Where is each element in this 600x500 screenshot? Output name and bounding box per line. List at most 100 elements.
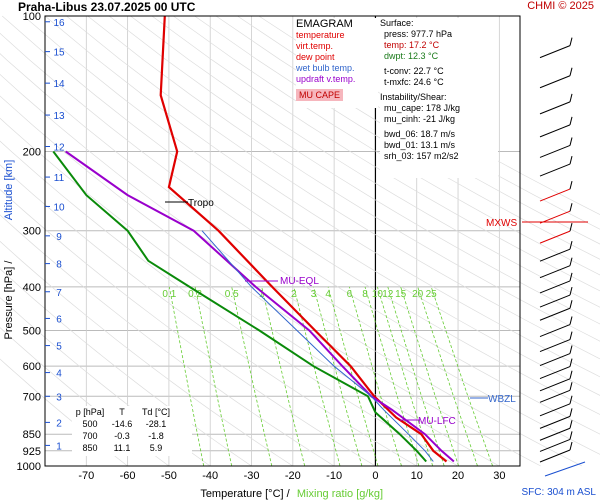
mixing-ratio-line [231,286,273,467]
y-axis-title: Pressure [hPa] / [3,260,15,340]
surface-title: Surface: [380,18,414,28]
table-cell: -14.6 [111,419,133,429]
wind-barb-flag [569,116,573,125]
dry-adiabat [130,15,600,308]
bwd-06: bwd_06: 18.7 m/s [384,129,456,139]
mixing-ratio-line [313,286,363,467]
y-tick-label: 850 [23,429,41,441]
dry-adiabat [0,268,252,467]
x-axis-title: Temperature [°C] / [200,488,290,500]
x-tick-label: -10 [326,470,342,482]
wind-barb-flag [569,382,573,391]
legend-item: virt.temp. [296,41,334,51]
dry-adiabat [215,15,600,245]
altitude-label: 3 [56,392,62,403]
wind-barb [539,144,571,158]
wind-barb-flag [569,345,573,354]
altitude-label: 8 [56,260,62,271]
marker-tropo: Tropo [188,198,214,209]
dry-adiabat [0,189,376,467]
altitude-label: 14 [53,79,65,90]
surface-press: press: 977.7 hPa [384,29,453,39]
indices-panel: Surface: press: 977.7 hPa temp: 17.2 °C … [380,18,498,178]
dry-adiabat [1,15,600,415]
wind-barb-flag [569,286,573,296]
table-row: 500 -14.6 -28.1 [72,418,192,430]
y-tick-label: 100 [23,11,41,23]
mixing-ratio-label: 2 [291,289,297,300]
surface-temp: temp: 17.2 °C [384,40,440,50]
mixing-ratio-line [387,286,445,467]
t-conv: t-conv: 22.7 °C [384,66,444,76]
wind-barb-flag [569,241,573,250]
wind-barb [539,124,571,138]
surface-wind-barb [544,461,586,477]
wind-barb-flag [569,420,573,429]
legend-item: wet bulb temp. [296,63,355,73]
altitude-label: 5 [56,342,62,353]
dry-adiabat [0,214,335,467]
dry-adiabat [194,15,600,260]
table-cell: 500 [82,419,98,429]
mixing-ratio-label: 3 [311,289,317,300]
altitude-label: 13 [53,111,65,122]
altitude-label: 15 [53,48,65,59]
wind-barb-flag [569,272,573,282]
x-tick-label: -20 [285,470,301,482]
wind-barb [539,163,571,177]
y-tick-label: 700 [23,391,41,403]
x-tick-label: 20 [452,470,464,482]
table-row: 850 11.1 5.9 [72,442,192,454]
series-temperature [159,15,448,463]
table-cell: 850 [82,443,98,453]
x-axis-title-mixing: Mixing ratio [g/kg] [297,488,383,500]
plot-frame [44,15,521,467]
dry-adiabat [66,15,600,360]
x-tick-label: -60 [120,470,136,482]
wind-barb [539,389,571,403]
wind-barb [539,307,571,321]
t-mxfc: t-mxfc: 24.6 °C [384,77,444,87]
mu-cinh: mu_cinh: -21 J/kg [384,114,456,124]
chart-title: Praha-Libus 23.07.2025 00 UTC [18,0,196,14]
mixing-ratio-label: 10 [372,289,384,300]
wind-barb-flag [569,300,573,309]
mixing-ratio-label: 12 [382,289,394,300]
marker-mu-eql: MU-EQL [280,276,319,287]
altitude-label: 11 [54,173,65,184]
mixing-ratio-line [168,286,205,467]
wind-barb-flag [569,155,573,165]
wind-barb-flag [569,67,573,76]
mixing-ratio-label: 8 [362,289,368,300]
mixing-ratio-line [194,286,233,467]
legend-panel: EMAGRAM temperature virt.temp. dew point we… [296,18,378,108]
wind-barb [539,188,571,202]
table-header: Td [°C] [141,407,171,417]
dry-adiabat [0,117,500,467]
altitude-label: 2 [56,418,62,429]
wind-barb-flag [569,431,573,440]
wind-barb [539,415,571,429]
y-tick-label: 1000 [17,461,41,473]
table-cell: -0.3 [114,431,130,441]
x-tick-label: 30 [493,470,505,482]
altitude-label: 9 [56,232,62,243]
legend-item: dew point [296,52,335,62]
wind-barb-flag [569,370,573,379]
table-cell: -1.8 [148,431,164,441]
mixing-ratio-line [430,286,493,467]
y-tick-label: 925 [23,446,41,458]
x-tick-label: -30 [244,470,260,482]
wind-barb-flag [569,331,573,340]
mixing-ratio-label: 0.5 [225,289,239,300]
dry-adiabat [0,240,293,467]
mixing-ratio-line [261,286,306,467]
x-tick-label: -70 [78,470,94,482]
mixing-ratio-label: 0.1 [162,289,176,300]
wind-barb [539,449,571,463]
table-cell: 11.1 [113,443,131,453]
marker-mu-lfc: MU-LFC [418,416,456,427]
dry-adiabat [23,15,600,396]
marker-mxws: MXWS [486,218,517,229]
table-row: 700 -0.3 -1.8 [72,430,192,442]
